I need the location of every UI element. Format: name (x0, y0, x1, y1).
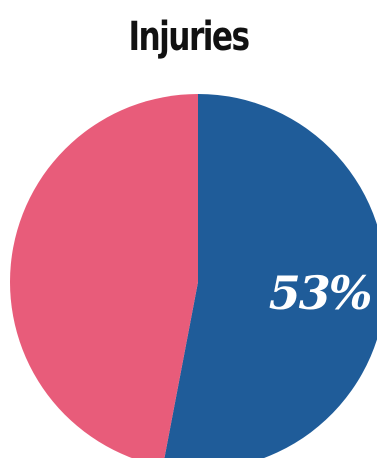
pie-slice-label-0: 53% (269, 266, 371, 320)
chart-title: Injuries (128, 14, 250, 60)
pie-slice-1 (10, 94, 198, 458)
pie-slice-0 (164, 94, 377, 458)
